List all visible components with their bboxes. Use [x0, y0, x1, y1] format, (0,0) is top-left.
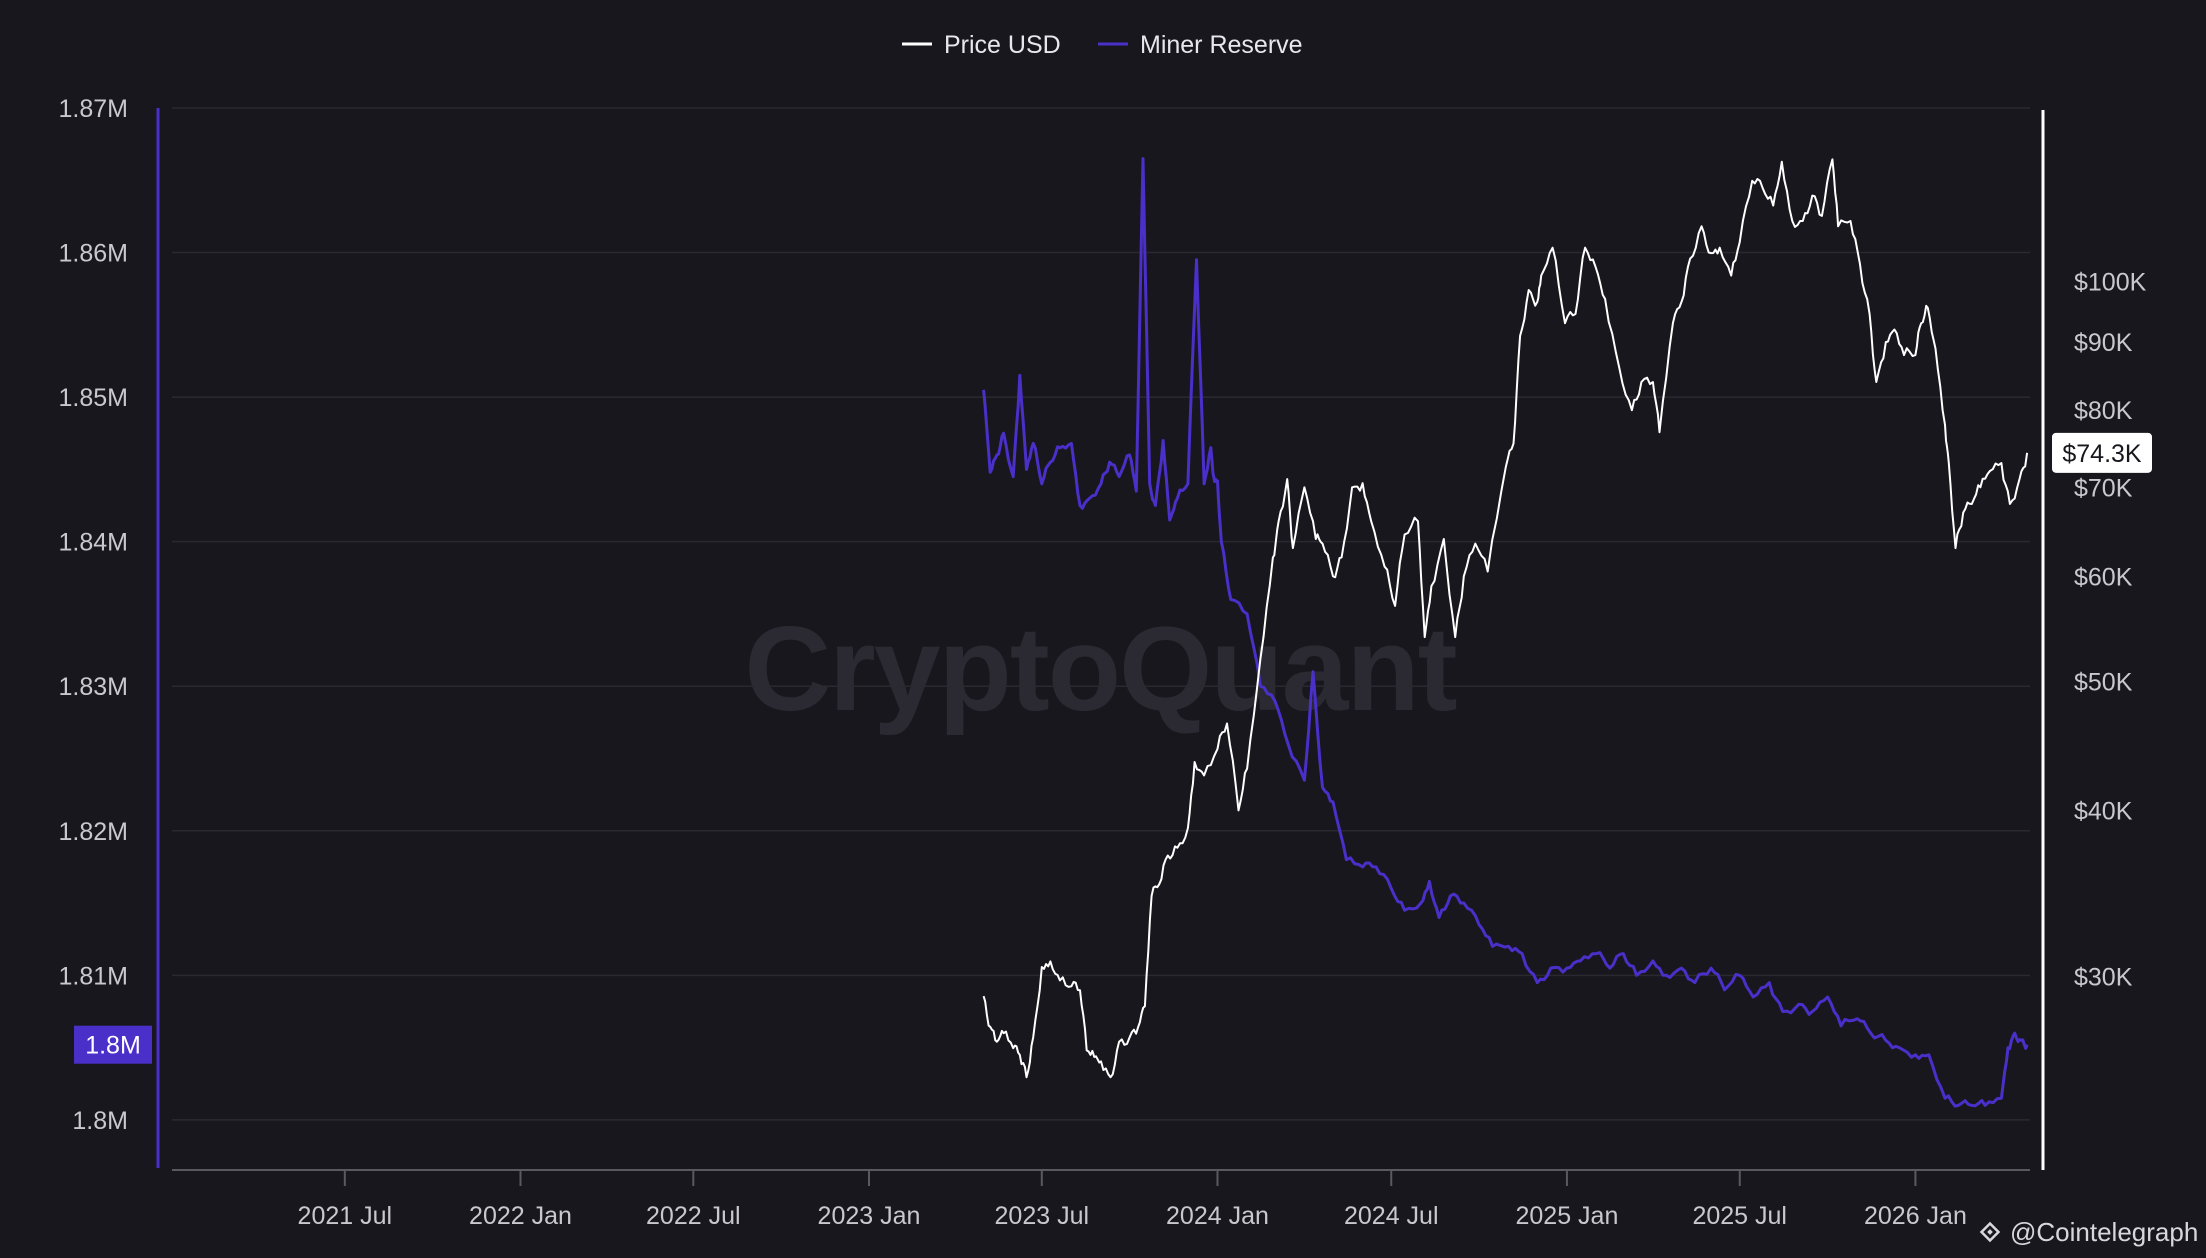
left-tick-label: 1.86M: [59, 240, 128, 268]
left-tick-label: 1.81M: [59, 962, 128, 990]
watermark: CryptoQuant: [744, 602, 1456, 736]
right-tick-label: $100K: [2074, 268, 2147, 296]
value-badges: 1.8M $74.3K: [74, 432, 2152, 1064]
right-tick-label: $70K: [2074, 474, 2133, 502]
x-tick-label: 2022 Jul: [646, 1202, 741, 1230]
left-tick-label: 1.82M: [59, 818, 128, 846]
legend-item-miner-reserve[interactable]: Miner Reserve: [1098, 31, 1303, 59]
credit-text: @Cointelegraph: [2010, 1217, 2198, 1247]
legend-label-price: Price USD: [944, 31, 1061, 59]
legend-label-miner-reserve: Miner Reserve: [1140, 31, 1303, 59]
x-tick-label: 2022 Jan: [469, 1202, 572, 1230]
x-tick-label: 2025 Jul: [1692, 1202, 1787, 1230]
left-tick-label: 1.8M: [72, 1107, 128, 1135]
right-current-value: $74.3K: [2062, 440, 2142, 468]
left-current-badge: [74, 1025, 152, 1064]
x-axis-ticks: 2021 Jul 2022 Jan 2022 Jul 2023 Jan 2023 Jul…: [298, 1170, 1967, 1230]
x-tick-label: 2024 Jan: [1166, 1202, 1269, 1230]
left-tick-label: 1.83M: [59, 673, 128, 701]
x-tick-label: 2025 Jan: [1515, 1202, 1618, 1230]
x-tick-label: 2023 Jan: [818, 1202, 921, 1230]
left-tick-label: 1.87M: [59, 95, 128, 123]
right-tick-label: $60K: [2074, 563, 2133, 591]
series-line-price: [982, 158, 2029, 1079]
legend: Price USD Miner Reserve: [902, 31, 1303, 59]
right-tick-label: $40K: [2074, 797, 2133, 825]
left-current-value: 1.8M: [85, 1032, 141, 1060]
series: [982, 157, 2029, 1108]
grid: [172, 107, 2030, 1121]
right-axis-ticks: $100K $90K $80K $70K $60K $50K $40K $30K: [2074, 268, 2147, 991]
left-axis-ticks: 1.87M 1.86M 1.85M 1.84M 1.83M 1.82M 1.81M 1.8M: [59, 95, 128, 1135]
right-tick-label: $80K: [2074, 397, 2133, 425]
right-tick-label: $90K: [2074, 329, 2133, 357]
x-tick-label: 2024 Jul: [1344, 1202, 1439, 1230]
left-tick-label: 1.85M: [59, 384, 128, 412]
credit: @Cointelegraph: [1979, 1217, 2198, 1247]
axes: [156, 108, 2045, 1171]
x-tick-label: 2021 Jul: [298, 1202, 393, 1230]
x-tick-label: 2026 Jan: [1864, 1202, 1967, 1230]
left-tick-label: 1.84M: [59, 529, 128, 557]
right-tick-label: $30K: [2074, 964, 2133, 992]
binance-logo-icon: [1979, 1221, 2001, 1243]
legend-item-price[interactable]: Price USD: [902, 31, 1061, 59]
series-line-miner-reserve: [982, 157, 2029, 1108]
right-current-badge: [2052, 432, 2152, 473]
right-tick-label: $50K: [2074, 669, 2133, 697]
x-tick-label: 2023 Jul: [995, 1202, 1090, 1230]
